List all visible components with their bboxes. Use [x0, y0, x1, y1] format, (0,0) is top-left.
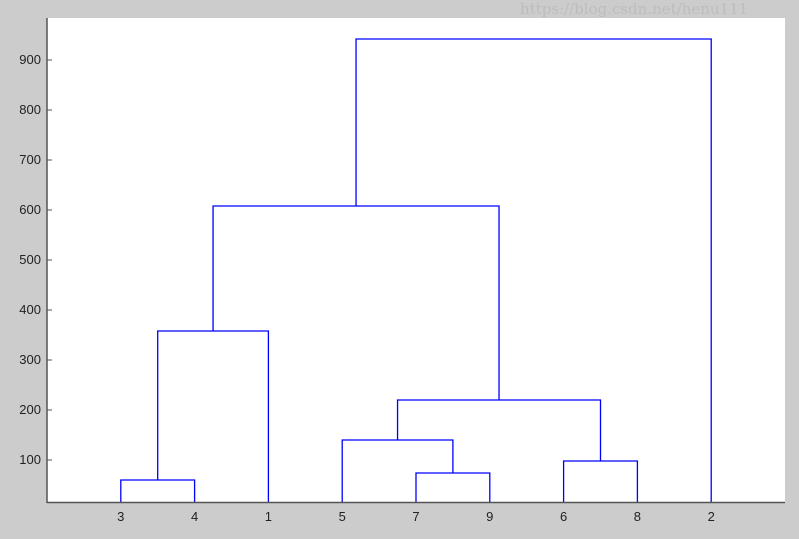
x-tick-label-leaf-1: 1 — [265, 509, 272, 524]
x-tick-label-leaf-5: 5 — [339, 509, 346, 524]
x-tick-label-leaf-2: 2 — [708, 509, 715, 524]
y-tick-label: 800 — [19, 102, 41, 117]
plot-area — [47, 18, 785, 502]
y-tick-label: 500 — [19, 252, 41, 267]
x-tick-label-leaf-3: 3 — [117, 509, 124, 524]
y-tick-label: 300 — [19, 352, 41, 367]
y-tick-label: 700 — [19, 152, 41, 167]
watermark: https://blog.csdn.net/henu111 — [520, 0, 748, 18]
x-tick-label-leaf-9: 9 — [486, 509, 493, 524]
y-tick-label: 400 — [19, 302, 41, 317]
x-tick-label-leaf-6: 6 — [560, 509, 567, 524]
x-tick-label-leaf-8: 8 — [634, 509, 641, 524]
x-tick-label-leaf-4: 4 — [191, 509, 198, 524]
y-tick-label: 900 — [19, 52, 41, 67]
y-tick-label: 100 — [19, 452, 41, 467]
y-tick-label: 600 — [19, 202, 41, 217]
y-tick-label: 200 — [19, 402, 41, 417]
dendrogram-link-c17 — [355, 38, 712, 502]
x-tick-label-leaf-7: 7 — [412, 509, 419, 524]
